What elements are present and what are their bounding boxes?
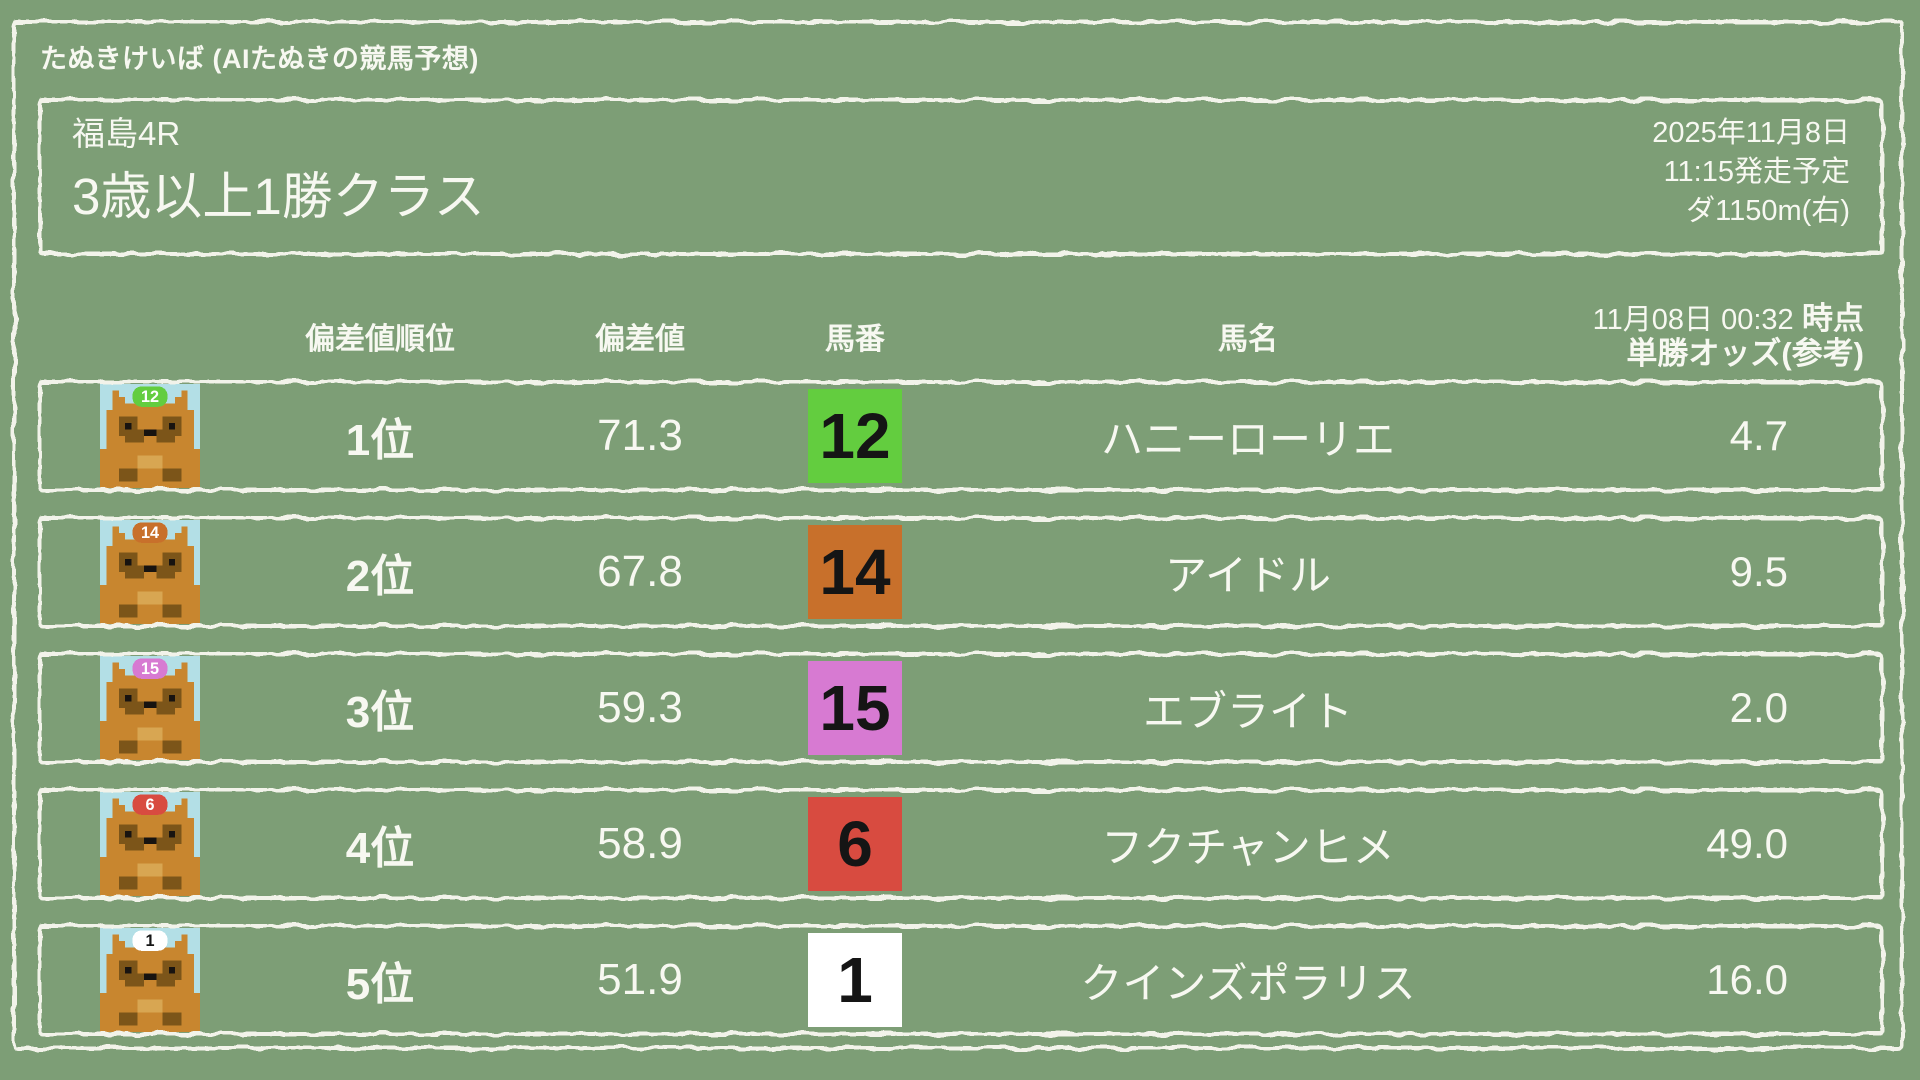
odds-value: 49.0: [1706, 820, 1788, 867]
tanuki-avatar-icon: 6: [100, 792, 200, 896]
odds-timestamp-line: 11月08日 00:32 時点: [1556, 300, 1864, 337]
deviation-value: 51.9: [597, 955, 683, 1004]
horse-number-cell: 15: [770, 661, 940, 755]
table-header: 偏差値順位 偏差値 馬番 馬名 11月08日 00:32 時点 単勝オッズ(参考…: [38, 298, 1884, 374]
race-date: 2025年11月8日: [1652, 117, 1850, 149]
horse-row: 14 2位 67.8 14 アイドル 9.5: [38, 516, 1884, 628]
horse-row: 6 4位 58.9 6 フクチャンヒメ 49.0: [38, 788, 1884, 900]
site-title: たぬきけいば (AIたぬきの競馬予想): [40, 44, 479, 74]
odds-value: 9.5: [1729, 548, 1788, 595]
horse-row: 1 5位 51.9 1 クインズポラリス 16.0: [38, 924, 1884, 1036]
race-name: 3歳以上1勝クラス: [72, 168, 485, 225]
horse-number-cell: 1: [770, 933, 940, 1027]
col-header-deviation: 偏差値: [595, 323, 685, 356]
horse-number-cell: 6: [770, 797, 940, 891]
horse-name: アイドル: [1165, 551, 1331, 599]
col-header-horse-number: 馬番: [825, 323, 885, 356]
deviation-value: 59.3: [597, 683, 683, 732]
rank-value: 1位: [345, 416, 415, 465]
deviation-value: 58.9: [597, 819, 683, 868]
horse-number-badge: 6: [808, 797, 902, 891]
odds-label: 単勝オッズ(参考): [1626, 335, 1864, 371]
race-course: ダ1150m(右): [1686, 195, 1850, 227]
horse-name: クインズポラリス: [1080, 959, 1416, 1007]
main-board: たぬきけいば (AIたぬきの競馬予想) 福島4R 3歳以上1勝クラス 2025年…: [12, 20, 1904, 1050]
col-header-odds: 11月08日 00:32 時点 単勝オッズ(参考): [1556, 300, 1884, 371]
race-info-left: 福島4R 3歳以上1勝クラス: [72, 110, 485, 256]
horse-row: 12 1位 71.3 12 ハニーローリエ 4.7: [38, 380, 1884, 492]
svg-text:1: 1: [145, 931, 154, 950]
odds-timestamp: 11月08日 00:32: [1592, 303, 1794, 336]
tanuki-avatar-icon: 12: [100, 384, 200, 488]
odds-value: 4.7: [1729, 412, 1788, 459]
svg-text:6: 6: [145, 795, 154, 814]
col-header-horse-name: 馬名: [1218, 323, 1278, 356]
horse-name: エブライト: [1142, 687, 1353, 735]
odds-value: 2.0: [1729, 684, 1788, 731]
deviation-value: 67.8: [597, 547, 683, 596]
horse-row: 15 3位 59.3 15 エブライト 2.0: [38, 652, 1884, 764]
horse-number-cell: 14: [770, 525, 940, 619]
odds-value: 16.0: [1706, 956, 1788, 1003]
horse-name: フクチャンヒメ: [1101, 823, 1395, 871]
rank-value: 4位: [345, 824, 415, 873]
race-info-panel: 福島4R 3歳以上1勝クラス 2025年11月8日 11:15発走予定 ダ115…: [38, 98, 1884, 256]
deviation-value: 71.3: [597, 411, 683, 460]
horse-number-cell: 12: [770, 389, 940, 483]
svg-text:15: 15: [141, 659, 159, 678]
horse-number-badge: 12: [808, 389, 902, 483]
race-venue-number: 福島4R: [72, 115, 181, 152]
horse-name: ハニーローリエ: [1100, 415, 1395, 463]
rank-value: 5位: [345, 960, 415, 1009]
svg-text:14: 14: [141, 523, 160, 542]
col-header-rank: 偏差値順位: [305, 323, 455, 356]
horse-number-badge: 14: [808, 525, 902, 619]
race-info-right: 2025年11月8日 11:15発走予定 ダ1150m(右): [1652, 110, 1850, 256]
race-start-time: 11:15発走予定: [1663, 156, 1850, 188]
rank-value: 3位: [345, 688, 415, 737]
svg-text:12: 12: [141, 387, 159, 406]
tanuki-avatar-icon: 14: [100, 520, 200, 624]
horse-number-badge: 1: [808, 933, 902, 1027]
tanuki-avatar-icon: 1: [100, 928, 200, 1032]
rank-value: 2位: [345, 552, 415, 601]
tanuki-avatar-icon: 15: [100, 656, 200, 760]
prediction-rows: 12 1位 71.3 12 ハニーローリエ 4.7 14 2位 67.8 14 …: [38, 380, 1884, 1036]
horse-number-badge: 15: [808, 661, 902, 755]
odds-timestamp-suffix: 時点: [1802, 300, 1864, 336]
